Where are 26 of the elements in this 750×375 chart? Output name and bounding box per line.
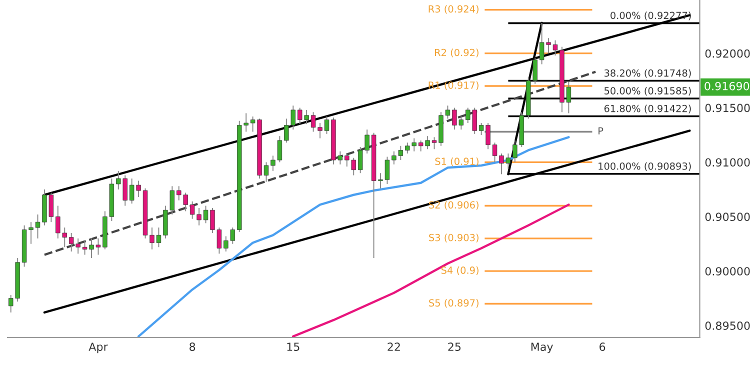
ref-line-label: S1 (0.91) [435, 158, 478, 166]
y-tick-label: 0.91500 [705, 104, 750, 112]
ref-line-label: R1 (0.917) [428, 81, 478, 90]
x-tick-label: 22 [388, 342, 400, 351]
y-tick-label: 0.90500 [705, 212, 750, 222]
text: 0.91690 [704, 82, 750, 90]
ref-line-label: S5 (0.897) [429, 299, 478, 308]
ref-line-label: P [598, 127, 604, 134]
x-tick-label: 15 [287, 342, 300, 351]
y-tick-label: 0.91000 [705, 158, 750, 167]
ref-line-label: S3 (0.903) [429, 234, 478, 242]
x-tick-label: 8 [190, 342, 196, 351]
ref-line-label: 50.00% (0.91585) [604, 86, 691, 96]
y-tick-label: 0.89500 [705, 322, 750, 330]
ref-line-label: S4 (0.9) [441, 266, 478, 276]
y-tick-label: 0.92000 [705, 49, 750, 58]
ref-line-label: 61.80% (0.91422) [604, 104, 691, 114]
x-tick-label: 6 [600, 342, 606, 351]
y-tick-label: 0.90000 [705, 267, 750, 276]
ref-line-label: R3 (0.924) [428, 5, 478, 14]
x-tick-label: 25 [448, 342, 461, 351]
ref-line-label: 38.20% (0.91748) [604, 69, 691, 78]
x-tick-label: May [531, 342, 553, 354]
x-tick-label: Apr [88, 342, 108, 354]
ref-line-label: 100.00% (0.90893) [598, 162, 691, 171]
ref-line-label: R2 (0.92) [434, 48, 478, 58]
